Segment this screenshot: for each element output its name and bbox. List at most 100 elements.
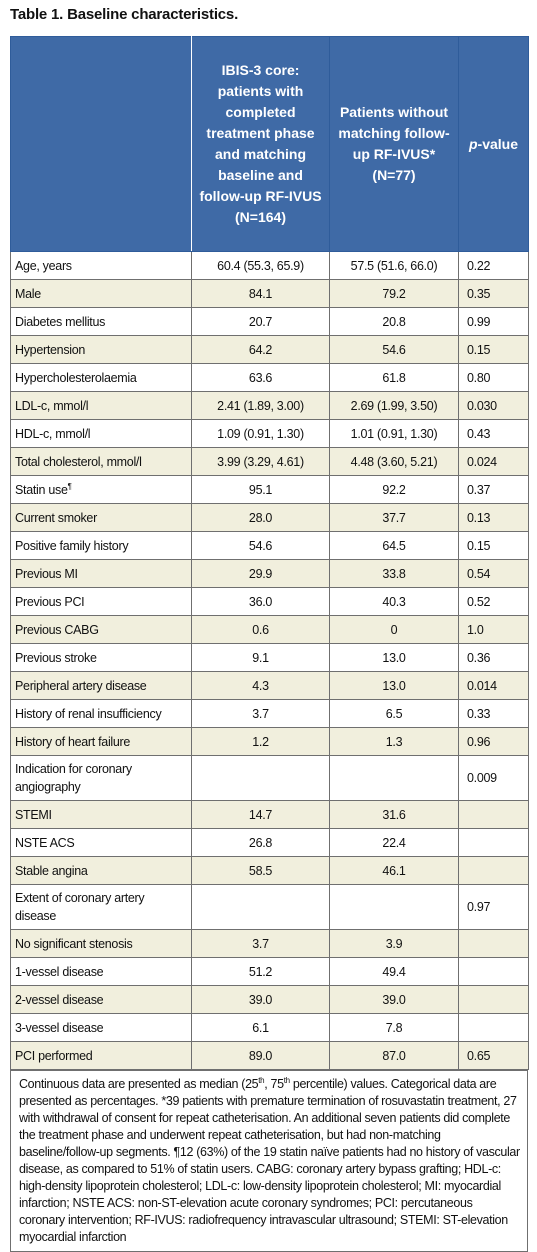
- value-without-followup: 31.6: [329, 800, 459, 829]
- table-row: History of renal insufficiency 3.7 6.5 0.33: [10, 699, 529, 728]
- table-row: NSTE ACS 26.8 22.4: [10, 828, 529, 857]
- row-label: History of heart failure: [10, 727, 192, 756]
- row-label-text: No significant stenosis: [15, 936, 133, 951]
- row-label: Previous PCI: [10, 587, 192, 616]
- row-label: Total cholesterol, mmol/l: [10, 447, 192, 476]
- value-ibis3-core: 36.0: [191, 587, 330, 616]
- value-p: 1.0: [458, 615, 529, 644]
- value-ibis3-core: 58.5: [191, 856, 330, 885]
- row-label-text: Statin use: [15, 482, 68, 497]
- row-label: Previous stroke: [10, 643, 192, 672]
- row-label-text: Previous stroke: [15, 650, 97, 665]
- value-p: 0.54: [458, 559, 529, 588]
- value-without-followup: 13.0: [329, 643, 459, 672]
- value-ibis3-core: 0.6: [191, 615, 330, 644]
- value-without-followup: 20.8: [329, 307, 459, 336]
- row-label-text: Positive family history: [15, 538, 129, 553]
- value-without-followup: 1.3: [329, 727, 459, 756]
- header-without-followup: Patients without matching follow-up RF-I…: [329, 36, 459, 252]
- row-label: 3-vessel disease: [10, 1013, 192, 1042]
- value-without-followup: 0: [329, 615, 459, 644]
- row-label-text: Stable angina: [15, 863, 88, 878]
- value-p: 0.33: [458, 699, 529, 728]
- row-label-text: Current smoker: [15, 510, 97, 525]
- value-without-followup: 92.2: [329, 475, 459, 504]
- value-ibis3-core: 28.0: [191, 503, 330, 532]
- value-p: 0.030: [458, 391, 529, 420]
- value-ibis3-core: [191, 884, 330, 930]
- table-row: HDL-c, mmol/l 1.09 (0.91, 1.30) 1.01 (0.91…: [10, 419, 529, 448]
- row-label: No significant stenosis: [10, 929, 192, 958]
- row-label: Hypercholesterolaemia: [10, 363, 192, 392]
- value-ibis3-core: 39.0: [191, 985, 330, 1014]
- row-label-text: Hypertension: [15, 342, 86, 357]
- header-p-value: p-value: [458, 36, 529, 252]
- value-ibis3-core: 29.9: [191, 559, 330, 588]
- value-ibis3-core: 6.1: [191, 1013, 330, 1042]
- table-body: Age, years 60.4 (55.3, 65.9) 57.5 (51.6, 6…: [10, 251, 529, 1070]
- table-row: Hypertension 64.2 54.6 0.15: [10, 335, 529, 364]
- value-ibis3-core: 64.2: [191, 335, 330, 364]
- value-ibis3-core: 2.41 (1.89, 3.00): [191, 391, 330, 420]
- row-label: PCI performed: [10, 1041, 192, 1070]
- value-ibis3-core: [191, 755, 330, 801]
- footnote-sup-2: th: [283, 1075, 290, 1085]
- table-title: Table 1. Baseline characteristics.: [10, 6, 239, 23]
- footnote-part-3: percentile) values. Categorical data are…: [19, 1077, 520, 1244]
- row-label-text: 2-vessel disease: [15, 992, 104, 1007]
- table-row: Current smoker 28.0 37.7 0.13: [10, 503, 529, 532]
- row-label-text: NSTE ACS: [15, 835, 75, 850]
- value-without-followup: 40.3: [329, 587, 459, 616]
- table-row: Total cholesterol, mmol/l 3.99 (3.29, 4.6…: [10, 447, 529, 476]
- footnote-part-1: Continuous data are presented as median …: [19, 1077, 259, 1091]
- table-row: Stable angina 58.5 46.1: [10, 856, 529, 885]
- table-header-row: IBIS-3 core: patients with completed tre…: [10, 36, 529, 252]
- value-p: 0.36: [458, 643, 529, 672]
- value-p: [458, 957, 529, 986]
- row-label-text: Hypercholesterolaemia: [15, 370, 137, 385]
- row-label: Indication for coronary angiography: [10, 755, 192, 801]
- value-p: 0.35: [458, 279, 529, 308]
- value-without-followup: 7.8: [329, 1013, 459, 1042]
- value-without-followup: 6.5: [329, 699, 459, 728]
- value-without-followup: 1.01 (0.91, 1.30): [329, 419, 459, 448]
- table-row: Male 84.1 79.2 0.35: [10, 279, 529, 308]
- row-label: Hypertension: [10, 335, 192, 364]
- table-row: Previous stroke 9.1 13.0 0.36: [10, 643, 529, 672]
- row-label: Peripheral artery disease: [10, 671, 192, 700]
- table-row: Previous CABG 0.6 0 1.0: [10, 615, 529, 644]
- value-without-followup: 2.69 (1.99, 3.50): [329, 391, 459, 420]
- table-row: Extent of coronary artery disease 0.97: [10, 884, 529, 930]
- row-label-text: History of renal insufficiency: [15, 706, 162, 721]
- row-label: History of renal insufficiency: [10, 699, 192, 728]
- value-without-followup: 33.8: [329, 559, 459, 588]
- value-without-followup: 22.4: [329, 828, 459, 857]
- table-row: Diabetes mellitus 20.7 20.8 0.99: [10, 307, 529, 336]
- baseline-table-container: IBIS-3 core: patients with completed tre…: [10, 36, 529, 1252]
- value-p: [458, 1013, 529, 1042]
- table-row: Hypercholesterolaemia 63.6 61.8 0.80: [10, 363, 529, 392]
- value-p: 0.97: [458, 884, 529, 930]
- row-label: NSTE ACS: [10, 828, 192, 857]
- value-ibis3-core: 3.99 (3.29, 4.61): [191, 447, 330, 476]
- value-without-followup: 37.7: [329, 503, 459, 532]
- value-p: 0.024: [458, 447, 529, 476]
- value-p: 0.014: [458, 671, 529, 700]
- value-without-followup: 3.9: [329, 929, 459, 958]
- row-label-text: PCI performed: [15, 1048, 93, 1063]
- row-label-text: Indication for coronary angiography: [15, 762, 132, 794]
- table-row: 3-vessel disease 6.1 7.8: [10, 1013, 529, 1042]
- value-without-followup: 64.5: [329, 531, 459, 560]
- table-row: Statin use¶ 95.1 92.2 0.37: [10, 475, 529, 504]
- value-without-followup: 46.1: [329, 856, 459, 885]
- value-p: 0.009: [458, 755, 529, 801]
- row-label-text: 3-vessel disease: [15, 1020, 104, 1035]
- value-p: 0.37: [458, 475, 529, 504]
- footnote-part-2: , 75: [264, 1077, 284, 1091]
- row-label-text: Age, years: [15, 258, 72, 273]
- row-label: Statin use¶: [10, 475, 192, 504]
- value-p: [458, 828, 529, 857]
- value-ibis3-core: 89.0: [191, 1041, 330, 1070]
- value-p: 0.65: [458, 1041, 529, 1070]
- table-row: Previous MI 29.9 33.8 0.54: [10, 559, 529, 588]
